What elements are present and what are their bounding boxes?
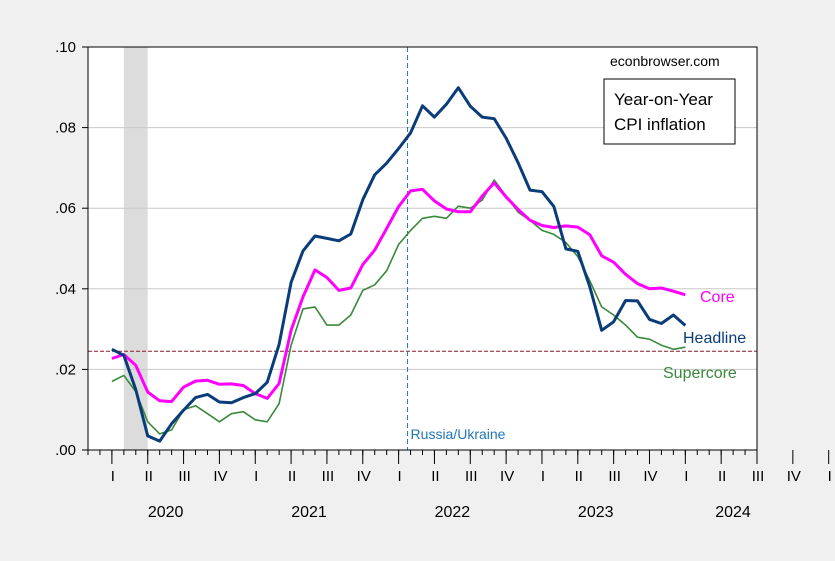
x-quarter-label: II	[288, 468, 296, 485]
recession-shade	[123, 47, 148, 450]
event-marker-label: Russia/Ukraine	[411, 426, 506, 442]
x-year-label: 2021	[291, 504, 327, 521]
x-quarter-label: II	[431, 468, 439, 485]
x-quarter-label: I	[111, 468, 115, 485]
x-quarter-label: III	[178, 468, 191, 485]
x-quarter-label: III	[465, 468, 478, 485]
x-quarter-label: IV	[643, 468, 657, 485]
x-quarter-label: II	[718, 468, 726, 485]
y-tick-label: .06	[55, 200, 76, 217]
x-quarter-label: II	[575, 468, 583, 485]
series-labels: Headline Core Supercore	[663, 289, 746, 382]
x-year-label: 2022	[435, 504, 471, 521]
x-year-label: 2024	[715, 504, 751, 521]
x-quarter-label: I	[828, 468, 832, 485]
y-tick-label: .04	[55, 281, 76, 298]
x-quarter-label: III	[752, 468, 765, 485]
series-lines	[111, 86, 687, 443]
x-quarter-label: IV	[787, 468, 801, 485]
series-line-supercore	[111, 179, 686, 435]
x-quarter-label: III	[608, 468, 621, 485]
y-axis: .00 .02 .04 .06 .08 .10	[55, 39, 88, 459]
x-year-label: 2020	[148, 504, 184, 521]
x-quarter-label: I	[684, 468, 688, 485]
legend-title-line-1: Year-on-Year	[614, 90, 713, 109]
x-quarter-label: I	[541, 468, 545, 485]
x-quarter-label: IV	[357, 468, 371, 485]
legend-box: Year-on-Year CPI inflation	[603, 78, 736, 145]
x-quarter-label: IV	[500, 468, 514, 485]
series-line-core	[111, 181, 686, 404]
x-quarter-label: I	[254, 468, 258, 485]
x-axis: I II III IV I II III IV I II III IV I II III IV I II III IV…	[87, 450, 832, 521]
series-label-supercore: Supercore	[663, 365, 737, 382]
y-tick-label: .00	[55, 442, 76, 459]
y-tick-label: .08	[55, 120, 76, 137]
x-quarter-label: IV	[213, 468, 227, 485]
x-quarter-label: II	[145, 468, 153, 485]
x-year-label: 2023	[578, 504, 614, 521]
y-tick-label: .10	[55, 39, 76, 56]
series-line-headline	[111, 86, 687, 443]
x-quarter-label: III	[322, 468, 335, 485]
y-tick-label: .02	[55, 361, 76, 378]
series-label-core: Core	[700, 289, 735, 306]
x-quarter-label: I	[398, 468, 402, 485]
legend-title-line-2: CPI inflation	[614, 115, 706, 134]
legend-frame	[603, 78, 736, 145]
series-label-headline: Headline	[683, 330, 746, 347]
watermark-text: econbrowser.com	[610, 53, 720, 69]
